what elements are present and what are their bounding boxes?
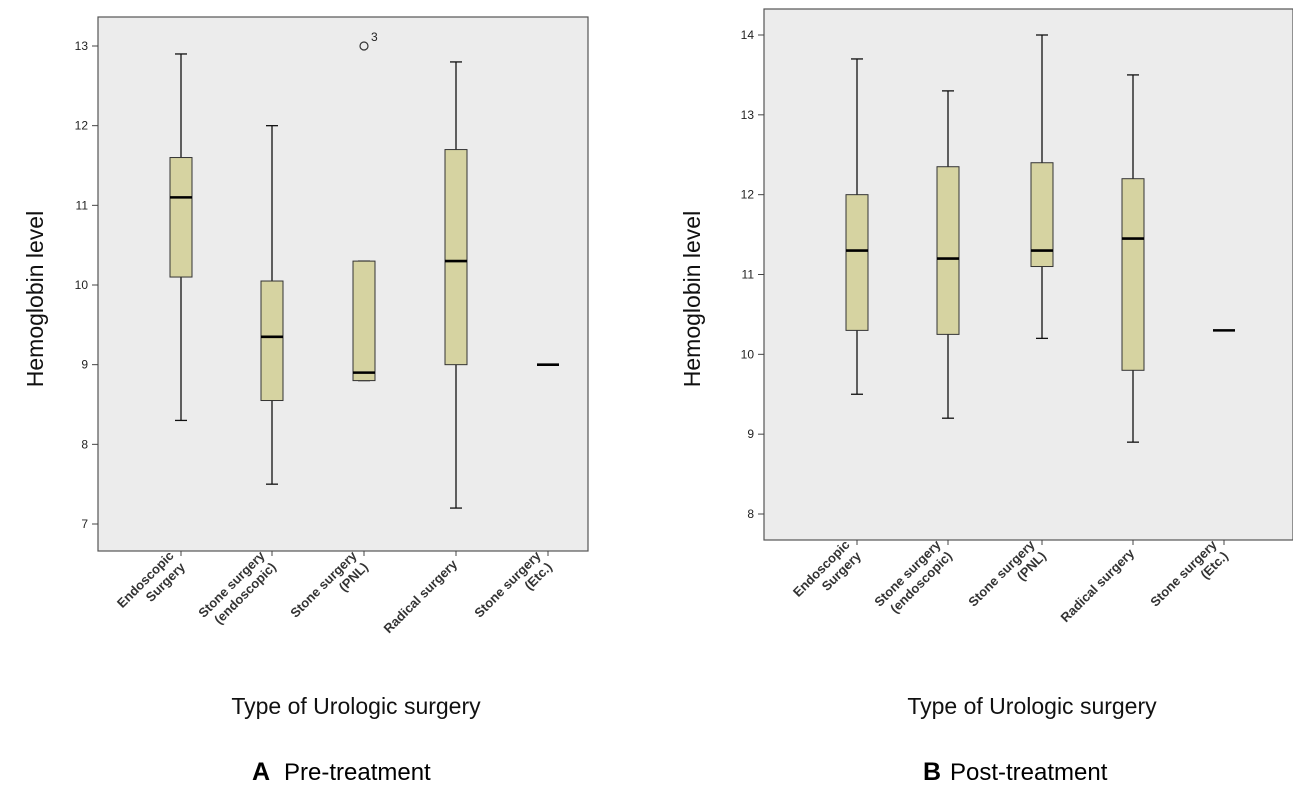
iqr-box-a xyxy=(444,149,468,366)
y-tick-label-b: 12 xyxy=(741,188,755,202)
y-tick-label-b: 8 xyxy=(747,507,754,521)
y-tick-label-a: 8 xyxy=(81,437,88,451)
plot-area-a xyxy=(97,16,589,552)
y-tick-label-a: 10 xyxy=(75,278,89,292)
iqr-box-b xyxy=(1030,162,1054,268)
x-category-label-a: Stone surgery(endoscopic) xyxy=(195,547,279,631)
y-tick-label-a: 9 xyxy=(81,358,88,372)
y-tick-label-b: 11 xyxy=(742,268,755,282)
y-tick-label-b: 9 xyxy=(747,427,754,441)
iqr-box-a xyxy=(169,157,193,278)
iqr-box-b xyxy=(936,166,960,335)
y-tick-label-a: 12 xyxy=(75,119,89,133)
y-tick-label-b: 14 xyxy=(741,28,755,42)
y-tick-label-a: 7 xyxy=(81,517,88,531)
x-category-label-b: Stone surgery(Etc.) xyxy=(1147,536,1231,620)
iqr-box-b xyxy=(845,194,869,331)
x-category-label-b: EndoscopicSurgery xyxy=(790,536,865,611)
panel-letter-a: A xyxy=(252,758,270,785)
y-tick-label-a: 11 xyxy=(76,198,89,212)
x-axis-title-b: Type of Urologic surgery xyxy=(907,693,1157,719)
x-category-label-line: Radical surgery xyxy=(1058,545,1138,625)
x-category-label-a: Radical surgery xyxy=(381,556,461,636)
panel-title-a: Pre-treatment xyxy=(284,759,431,785)
x-category-label-line: Radical surgery xyxy=(381,556,461,636)
outlier-point-a xyxy=(359,41,369,51)
iqr-box-a xyxy=(352,260,376,382)
panel-title-b: Post-treatment xyxy=(950,759,1108,785)
x-category-label-a: EndoscopicSurgery xyxy=(114,547,189,622)
plot-area-b xyxy=(763,8,1293,541)
x-category-label-b: Stone surgery(endoscopic) xyxy=(871,536,955,620)
y-tick-label-a: 13 xyxy=(75,39,89,53)
panel-letter-b: B xyxy=(923,758,941,785)
x-axis-title-a: Type of Urologic surgery xyxy=(231,693,481,719)
iqr-box-a xyxy=(260,280,284,402)
y-tick-label-b: 10 xyxy=(741,347,755,361)
x-category-label-a: Stone surgery(Etc.) xyxy=(471,547,555,631)
y-axis-title-b: Hemoglobin level xyxy=(679,211,705,387)
y-axis-title-a: Hemoglobin level xyxy=(22,211,48,387)
x-category-label-a: Stone surgery(PNL) xyxy=(287,547,371,631)
iqr-box-b xyxy=(1121,178,1145,371)
x-category-label-b: Stone surgery(PNL) xyxy=(965,536,1049,620)
outlier-label-a: 3 xyxy=(371,30,378,44)
y-tick-label-b: 13 xyxy=(741,108,755,122)
x-category-label-b: Radical surgery xyxy=(1058,545,1138,625)
